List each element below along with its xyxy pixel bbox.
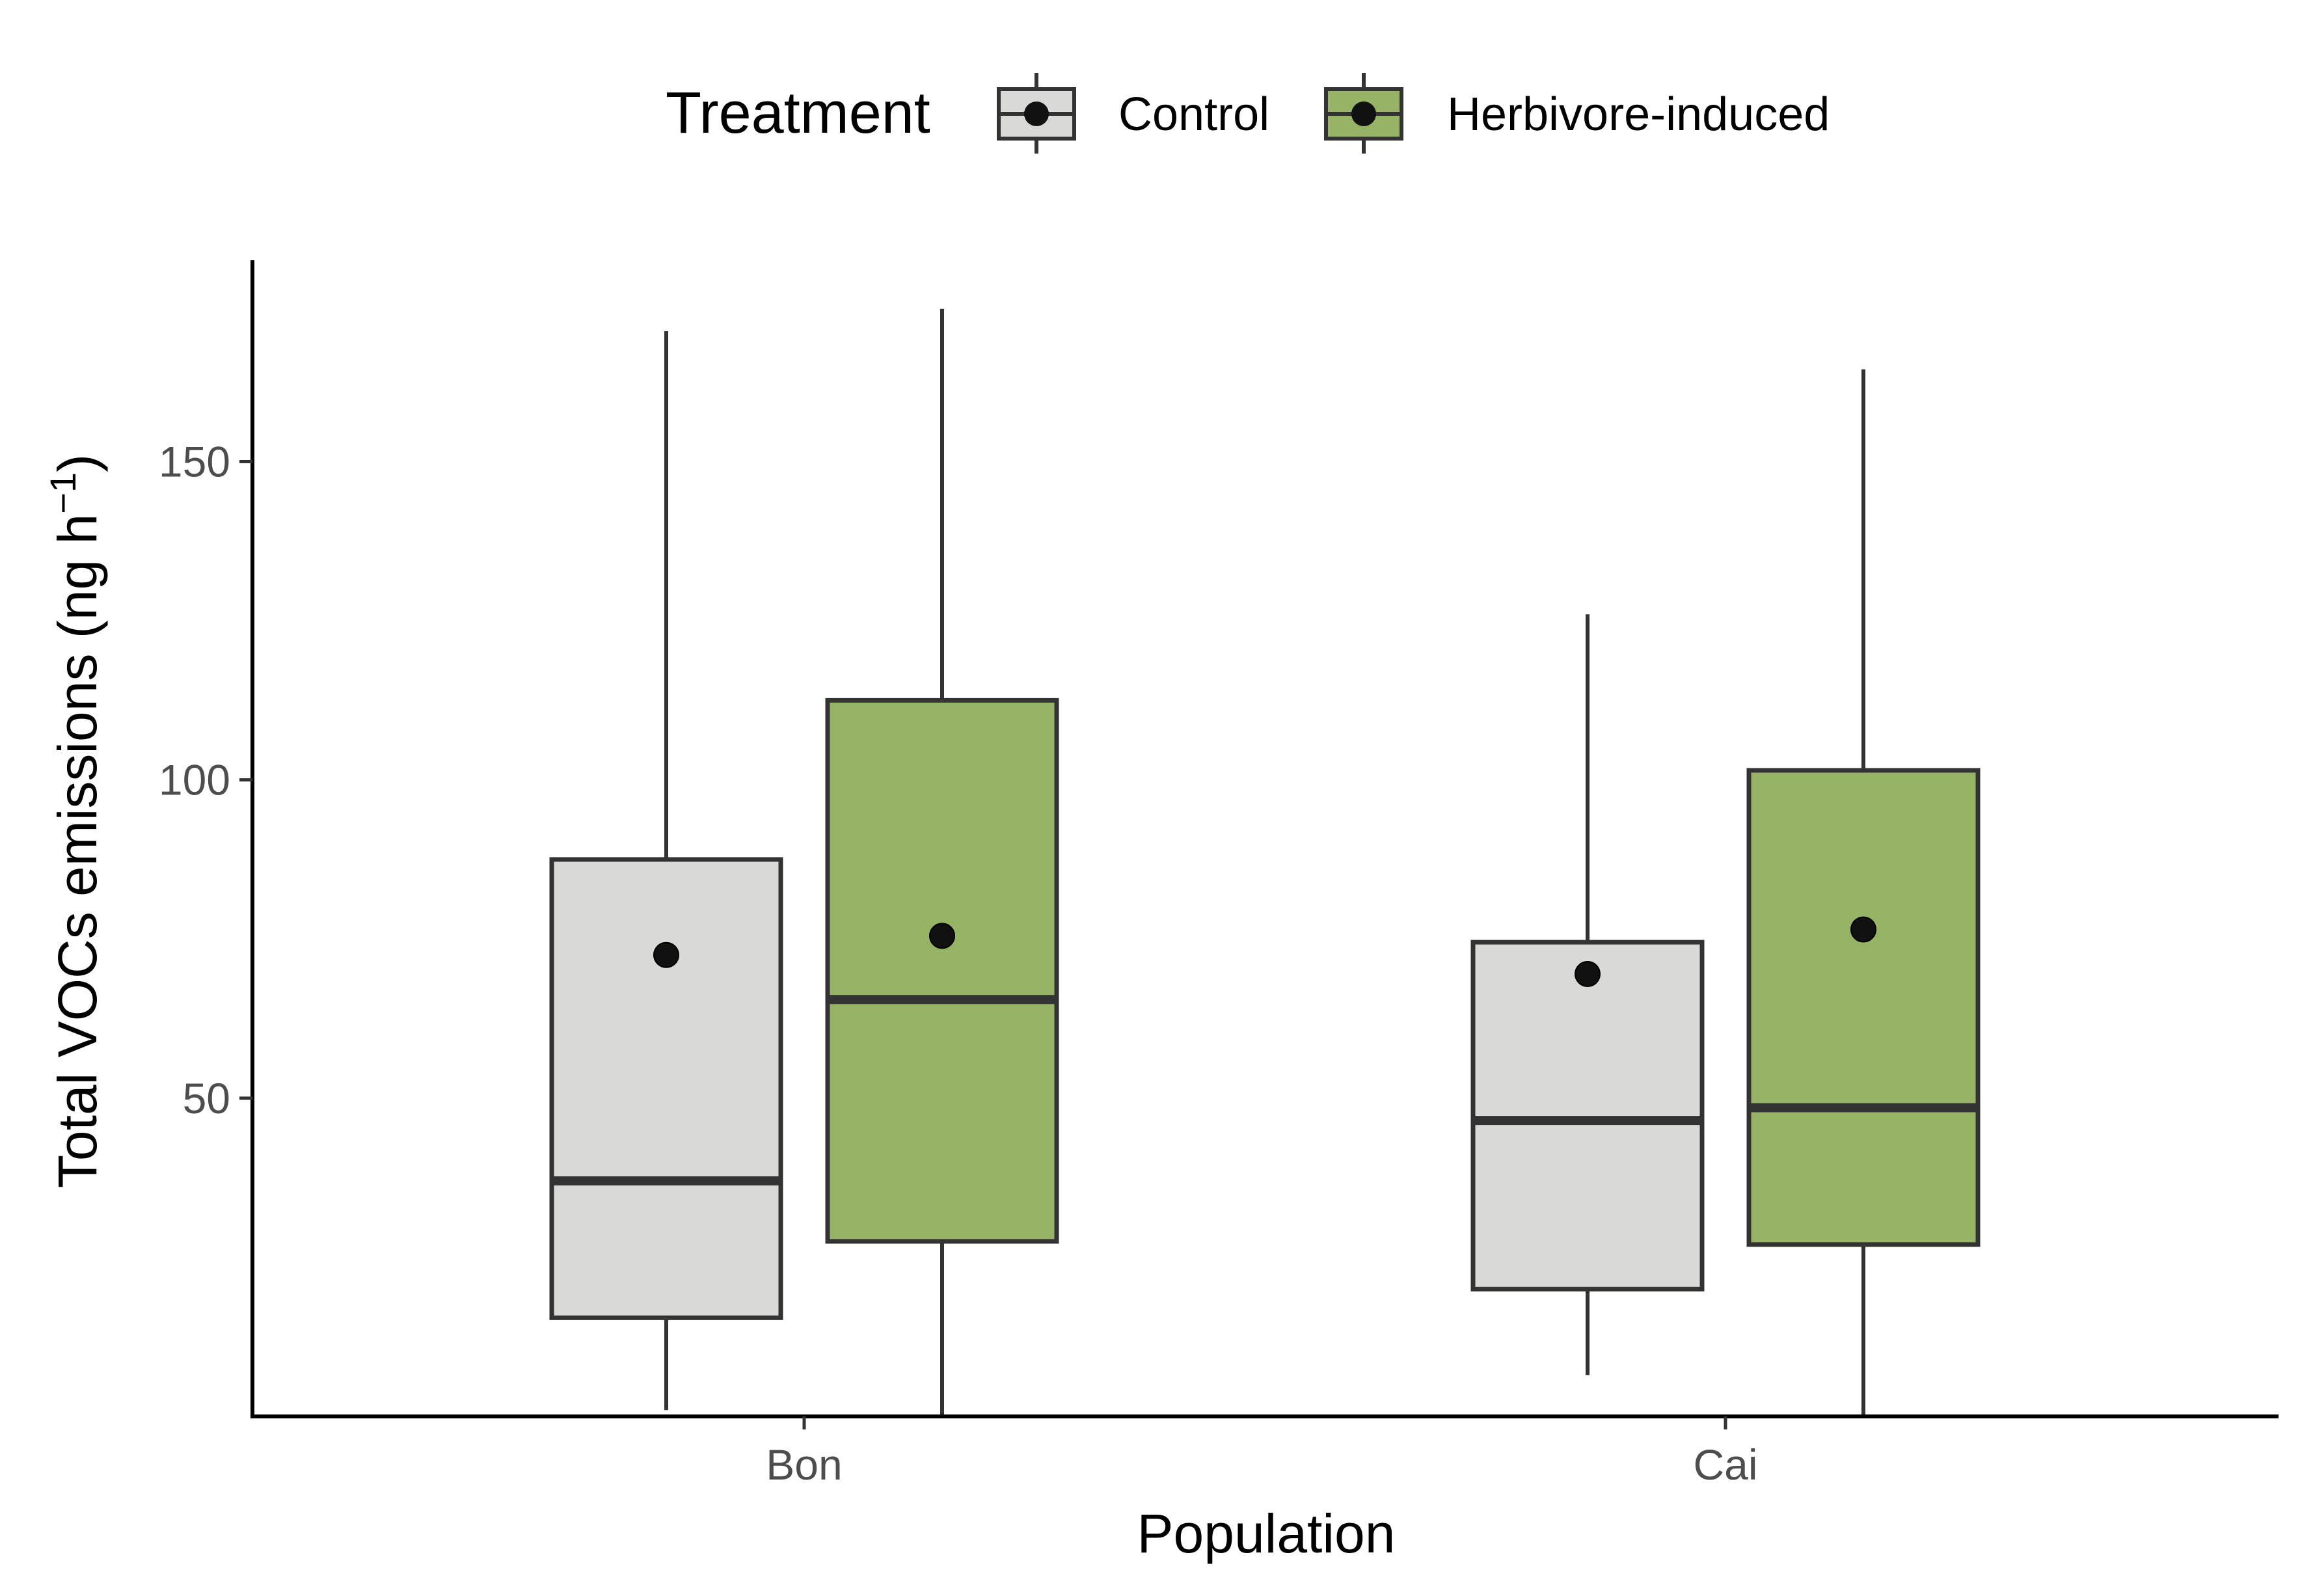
mean-point — [653, 941, 679, 968]
y-tick-label: 50 — [183, 1074, 230, 1122]
box-iqr — [1746, 768, 1981, 1247]
x-axis-title: Population — [1137, 1503, 1396, 1564]
legend-label: Control — [1118, 88, 1269, 141]
box-herbivore-induced-bon — [825, 308, 1059, 1416]
box-iqr — [1470, 940, 1705, 1292]
box-iqr — [549, 857, 783, 1320]
box-iqr — [825, 697, 1059, 1244]
legend-title: Treatment — [666, 81, 930, 146]
box-control-cai — [1470, 614, 1705, 1375]
legend-label: Herbivore-induced — [1447, 88, 1830, 141]
plot-area — [549, 308, 1981, 1416]
mean-point — [929, 923, 955, 949]
y-axis-title-superscript: −1 — [42, 472, 83, 514]
box-control-bon — [549, 331, 783, 1411]
y-tick-label: 100 — [159, 756, 230, 804]
y-axis-title-main: Total VOCs emissions (ng h — [47, 514, 108, 1188]
axes: 50 100 150 Bon Cai — [159, 260, 2279, 1489]
mean-point — [1850, 916, 1876, 943]
legend: Treatment Control Herbivore-induced — [666, 73, 1830, 154]
y-axis-title-close: ) — [47, 454, 108, 472]
mean-point — [1575, 961, 1601, 988]
legend-key-control: Control — [997, 73, 1269, 154]
legend-key-mean — [1351, 101, 1376, 126]
legend-key-herbivore-induced: Herbivore-induced — [1324, 73, 1830, 154]
x-tick-label: Cai — [1693, 1440, 1757, 1489]
y-axis-title: Total VOCs emissions (ng h−1) — [42, 454, 108, 1188]
box-herbivore-induced-cai — [1746, 369, 1981, 1416]
y-tick-label: 150 — [159, 438, 230, 486]
x-tick-label: Bon — [766, 1440, 842, 1489]
legend-key-mean — [1024, 101, 1049, 126]
